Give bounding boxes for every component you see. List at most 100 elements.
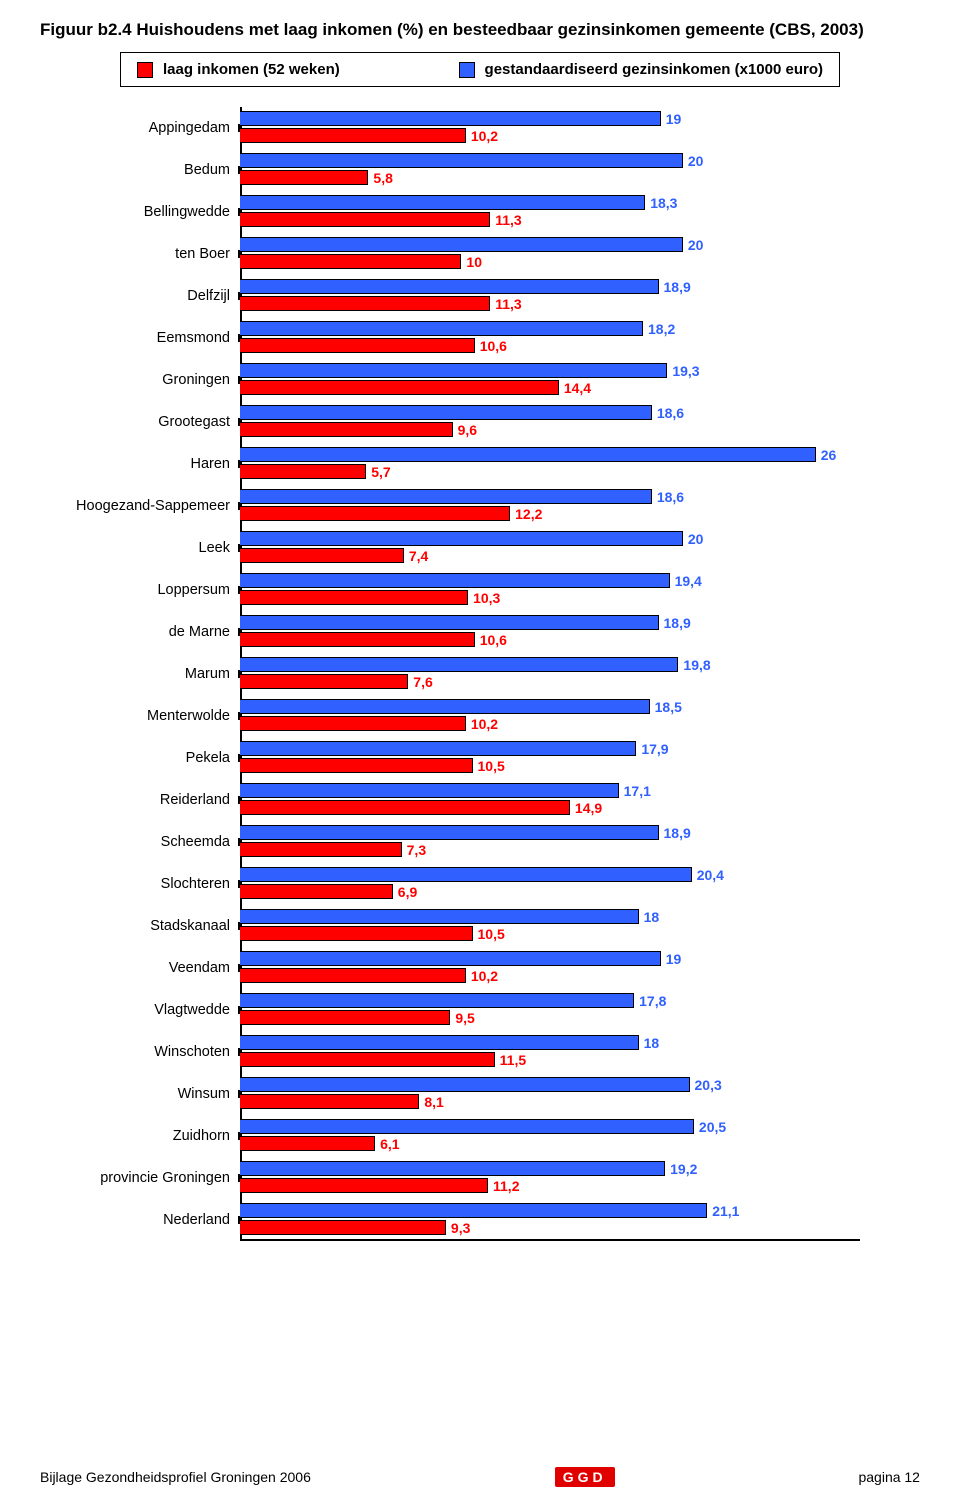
category-label: Marum xyxy=(40,666,240,682)
value-label-red: 10 xyxy=(460,254,482,270)
value-label-blue: 19,3 xyxy=(666,363,699,379)
bar-red: 7,6 xyxy=(240,674,408,689)
bar-red: 11,3 xyxy=(240,296,490,311)
value-label-red: 6,1 xyxy=(374,1136,399,1152)
value-label-blue: 18,2 xyxy=(642,321,675,337)
chart-row: Hoogezand-Sappemeer18,612,2 xyxy=(240,485,860,527)
bar-blue: 18,9 xyxy=(240,279,659,294)
value-label-blue: 20,4 xyxy=(691,867,724,883)
value-label-blue: 18,9 xyxy=(658,825,691,841)
bar-red: 6,1 xyxy=(240,1136,375,1151)
value-label-red: 11,2 xyxy=(487,1178,519,1194)
value-label-blue: 20 xyxy=(682,531,704,547)
category-label: Scheemda xyxy=(40,834,240,850)
bar-blue: 18,3 xyxy=(240,195,645,210)
value-label-red: 10,2 xyxy=(465,716,498,732)
legend-label-1: laag inkomen (52 weken) xyxy=(163,61,340,78)
value-label-red: 14,4 xyxy=(558,380,591,396)
bar-red: 8,1 xyxy=(240,1094,419,1109)
bar-red: 9,3 xyxy=(240,1220,446,1235)
bar-blue: 18,9 xyxy=(240,825,659,840)
chart-row: Scheemda18,97,3 xyxy=(240,821,860,863)
category-label: Hoogezand-Sappemeer xyxy=(40,498,240,514)
chart-row: Appingedam1910,2 xyxy=(240,107,860,149)
chart-row: Bedum205,8 xyxy=(240,149,860,191)
bar-red: 11,5 xyxy=(240,1052,495,1067)
chart-row: Winsum20,38,1 xyxy=(240,1073,860,1115)
ggd-logo-icon: GGD xyxy=(555,1467,615,1487)
category-label: ten Boer xyxy=(40,246,240,262)
bar-red: 12,2 xyxy=(240,506,510,521)
bar-blue: 18,9 xyxy=(240,615,659,630)
bar-chart: Appingedam1910,2Bedum205,8Bellingwedde18… xyxy=(240,107,860,1241)
category-label: Reiderland xyxy=(40,792,240,808)
bar-red: 10,2 xyxy=(240,968,466,983)
chart-row: Stadskanaal1810,5 xyxy=(240,905,860,947)
chart-row: Reiderland17,114,9 xyxy=(240,779,860,821)
value-label-red: 7,6 xyxy=(407,674,432,690)
value-label-red: 5,8 xyxy=(367,170,392,186)
bar-blue: 20,4 xyxy=(240,867,692,882)
value-label-blue: 20,3 xyxy=(689,1077,722,1093)
category-label: Eemsmond xyxy=(40,330,240,346)
value-label-blue: 18,3 xyxy=(644,195,677,211)
bar-blue: 21,1 xyxy=(240,1203,707,1218)
chart-row: ten Boer2010 xyxy=(240,233,860,275)
value-label-red: 11,5 xyxy=(494,1052,526,1068)
bar-red: 7,3 xyxy=(240,842,402,857)
value-label-red: 10,2 xyxy=(465,128,498,144)
bar-red: 9,6 xyxy=(240,422,453,437)
bar-blue: 19,3 xyxy=(240,363,667,378)
bar-red: 10,5 xyxy=(240,758,473,773)
chart-row: Vlagtwedde17,89,5 xyxy=(240,989,860,1031)
legend-item-1: laag inkomen (52 weken) xyxy=(137,61,340,78)
value-label-blue: 26 xyxy=(815,447,837,463)
category-label: Vlagtwedde xyxy=(40,1002,240,1018)
page: Figuur b2.4 Huishoudens met laag inkomen… xyxy=(0,0,960,1505)
category-label: Appingedam xyxy=(40,120,240,136)
x-axis xyxy=(240,1239,860,1241)
chart-title: Figuur b2.4 Huishoudens met laag inkomen… xyxy=(40,20,920,40)
value-label-blue: 17,1 xyxy=(618,783,651,799)
chart-row: Nederland21,19,3 xyxy=(240,1199,860,1241)
bar-red: 5,7 xyxy=(240,464,366,479)
value-label-red: 11,3 xyxy=(489,296,521,312)
page-footer: Bijlage Gezondheidsprofiel Groningen 200… xyxy=(40,1467,920,1487)
category-label: Groningen xyxy=(40,372,240,388)
category-label: Loppersum xyxy=(40,582,240,598)
value-label-red: 5,7 xyxy=(365,464,390,480)
chart-row: Loppersum19,410,3 xyxy=(240,569,860,611)
chart-row: Zuidhorn20,56,1 xyxy=(240,1115,860,1157)
category-label: Nederland xyxy=(40,1212,240,1228)
category-label: provincie Groningen xyxy=(40,1170,240,1186)
value-label-red: 10,6 xyxy=(474,632,507,648)
bar-red: 10,5 xyxy=(240,926,473,941)
category-label: Menterwolde xyxy=(40,708,240,724)
legend: laag inkomen (52 weken) gestandaardiseer… xyxy=(120,52,840,87)
bar-red: 9,5 xyxy=(240,1010,450,1025)
chart-row: Eemsmond18,210,6 xyxy=(240,317,860,359)
bar-red: 11,2 xyxy=(240,1178,488,1193)
category-label: Winsum xyxy=(40,1086,240,1102)
category-label: Delfzijl xyxy=(40,288,240,304)
bar-blue: 20,5 xyxy=(240,1119,694,1134)
bar-blue: 18 xyxy=(240,1035,639,1050)
bar-blue: 18,6 xyxy=(240,489,652,504)
value-label-blue: 19 xyxy=(660,951,682,967)
bar-red: 10,6 xyxy=(240,338,475,353)
value-label-red: 10,5 xyxy=(472,758,505,774)
value-label-red: 10,6 xyxy=(474,338,507,354)
value-label-blue: 18,6 xyxy=(651,405,684,421)
value-label-blue: 18,6 xyxy=(651,489,684,505)
value-label-red: 9,6 xyxy=(452,422,477,438)
value-label-blue: 18,9 xyxy=(658,279,691,295)
chart-row: provincie Groningen19,211,2 xyxy=(240,1157,860,1199)
category-label: de Marne xyxy=(40,624,240,640)
bar-red: 10,6 xyxy=(240,632,475,647)
value-label-red: 14,9 xyxy=(569,800,602,816)
chart-row: Grootegast18,69,6 xyxy=(240,401,860,443)
value-label-red: 11,3 xyxy=(489,212,521,228)
category-label: Bedum xyxy=(40,162,240,178)
bar-blue: 26 xyxy=(240,447,816,462)
value-label-blue: 18,9 xyxy=(658,615,691,631)
